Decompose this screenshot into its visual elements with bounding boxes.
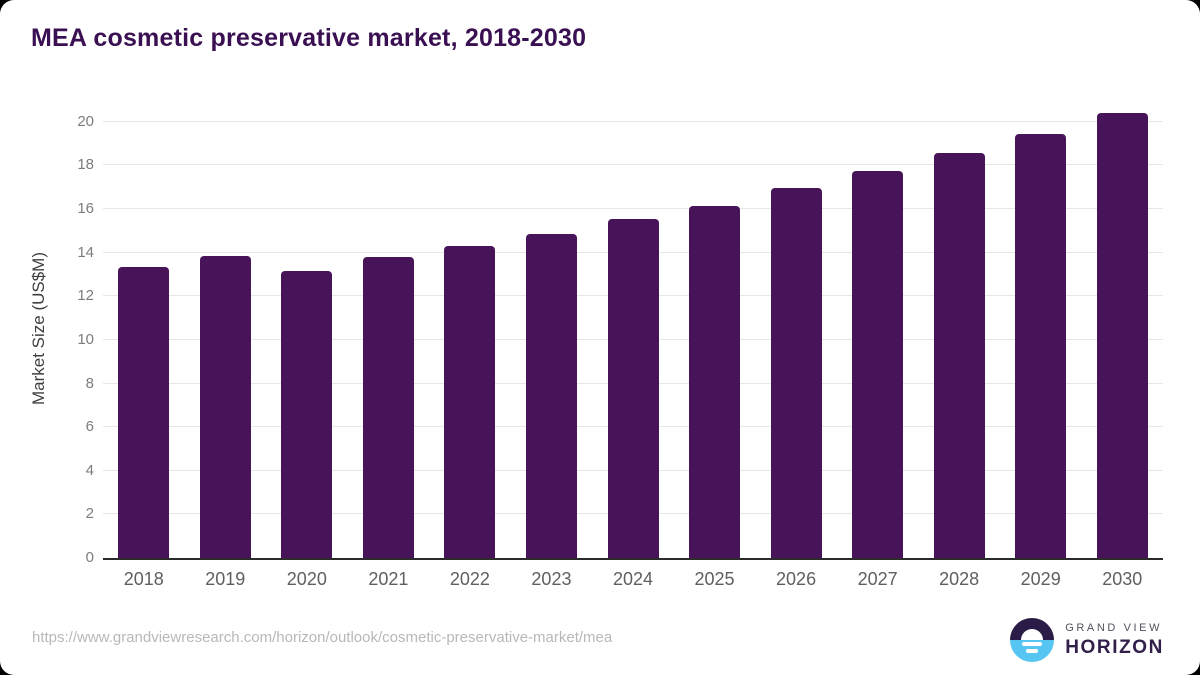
bar-2021	[362, 257, 414, 558]
bar-2024	[607, 218, 659, 558]
y-tick-label-14: 14	[77, 243, 94, 261]
bar-2029	[1015, 133, 1067, 558]
gridline-20	[103, 120, 1163, 122]
x-tick-label-2029: 2029	[1020, 569, 1061, 589]
y-tick-label-8: 8	[85, 374, 94, 392]
bar-2018	[118, 266, 170, 558]
x-tick-label-2028: 2028	[939, 569, 980, 589]
brand-grand-view: GRAND VIEW	[1065, 621, 1163, 634]
y-tick-label-18: 18	[77, 156, 94, 174]
logo-reflection-line-2	[1026, 649, 1039, 653]
bar-2019	[199, 255, 251, 558]
y-tick-label-0: 0	[85, 549, 94, 566]
chart-title: MEA cosmetic preservative market, 2018-2…	[31, 24, 587, 52]
x-tick-label-2022: 2022	[449, 569, 490, 589]
logo-reflection-line-1	[1022, 642, 1043, 646]
bar-2027	[852, 170, 904, 558]
logo-sun	[1021, 629, 1044, 640]
bar-2020	[281, 271, 333, 558]
x-tick-label-2024: 2024	[612, 569, 653, 589]
bar-2030	[1096, 113, 1148, 558]
x-tick-label-2019: 2019	[205, 569, 246, 589]
y-tick-label-6: 6	[85, 418, 94, 436]
bar-2026	[770, 188, 822, 558]
y-tick-label-10: 10	[77, 330, 94, 348]
x-tick-label-2025: 2025	[694, 569, 735, 589]
grand-view-horizon-logo: GRAND VIEW HORIZON	[1010, 618, 1164, 662]
y-tick-label-16: 16	[77, 200, 94, 218]
gridline-18	[103, 164, 1163, 166]
x-tick-label-2023: 2023	[531, 569, 572, 589]
y-tick-label-12: 12	[77, 287, 94, 305]
gridline-16	[103, 208, 1163, 210]
bar-2022	[444, 246, 496, 558]
x-tick-label-2020: 2020	[286, 569, 327, 589]
y-tick-label-20: 20	[77, 112, 94, 130]
bar-2023	[525, 234, 577, 558]
bar-2028	[933, 153, 985, 558]
horizon-sun-icon	[1010, 618, 1055, 662]
logo-wordmark: GRAND VIEW HORIZON	[1065, 622, 1164, 659]
x-tick-label-2026: 2026	[776, 569, 817, 589]
bar-2025	[689, 205, 741, 558]
x-tick-label-2030: 2030	[1102, 569, 1143, 589]
source-url: https://www.grandviewresearch.com/horizo…	[32, 629, 613, 646]
y-axis-title: Market Size (US$M)	[22, 100, 56, 558]
x-tick-label-2027: 2027	[857, 569, 898, 589]
y-tick-label-4: 4	[85, 461, 94, 479]
x-tick-label-2018: 2018	[123, 569, 164, 589]
brand-horizon: HORIZON	[1065, 636, 1164, 658]
y-tick-label-2: 2	[85, 505, 94, 523]
y-axis-title-text: Market Size (US$M)	[29, 252, 48, 406]
plot-area	[103, 100, 1163, 560]
x-tick-label-2021: 2021	[368, 569, 409, 589]
